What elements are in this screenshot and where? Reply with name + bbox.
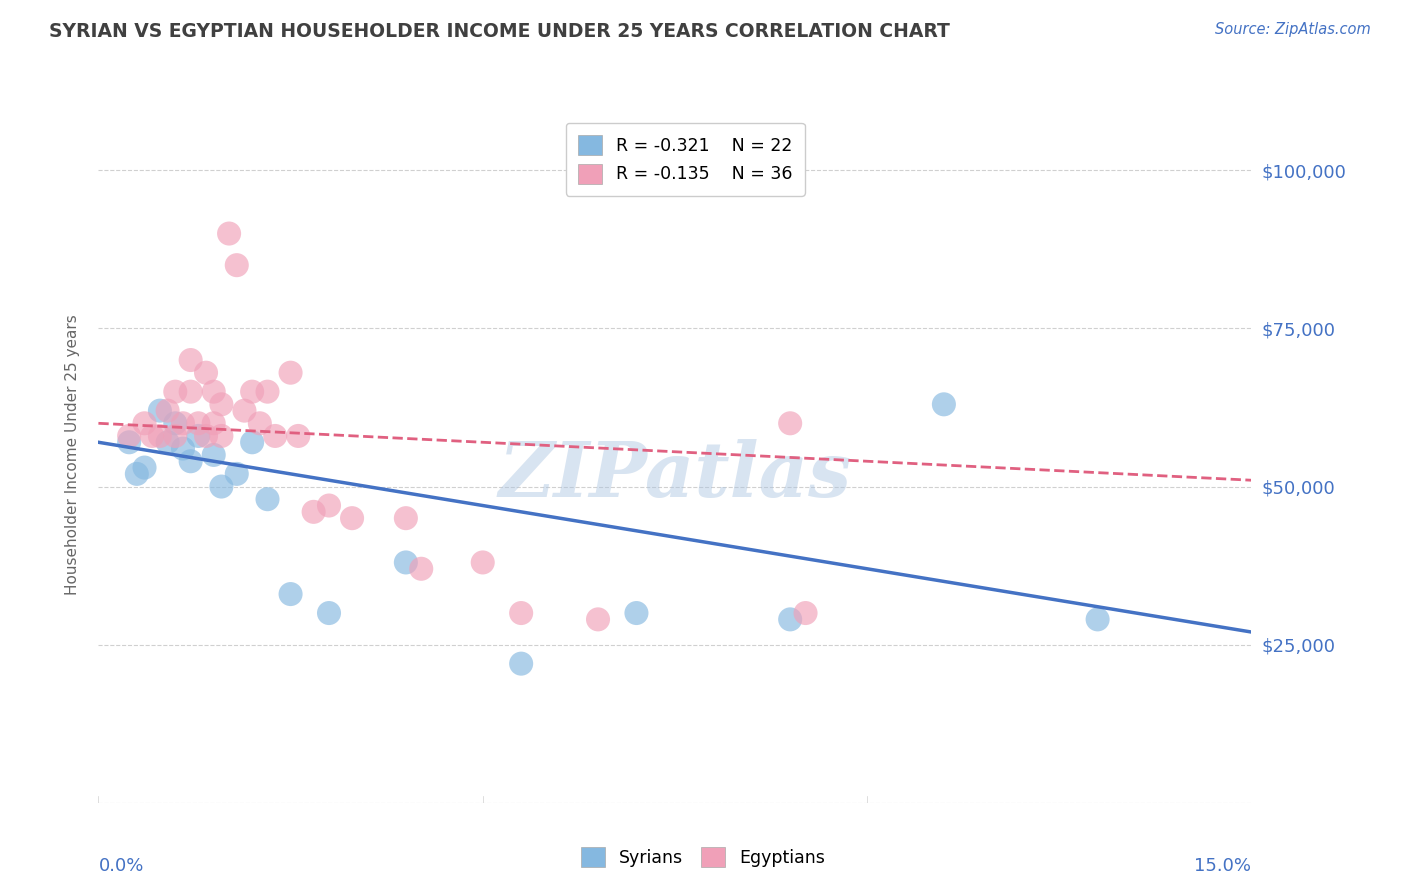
Point xyxy=(134,460,156,475)
Point xyxy=(280,587,302,601)
Point xyxy=(202,384,225,399)
Point xyxy=(165,429,187,443)
Point xyxy=(209,429,232,443)
Text: 15.0%: 15.0% xyxy=(1194,856,1251,874)
Point xyxy=(141,429,163,443)
Point xyxy=(209,397,232,411)
Point xyxy=(202,448,225,462)
Point xyxy=(180,353,202,368)
Point xyxy=(779,417,801,431)
Point xyxy=(318,606,340,620)
Point xyxy=(586,612,609,626)
Legend: Syrians, Egyptians: Syrians, Egyptians xyxy=(574,840,832,874)
Point xyxy=(340,511,363,525)
Point xyxy=(471,556,494,570)
Point xyxy=(395,556,418,570)
Point xyxy=(779,612,801,626)
Point xyxy=(280,366,302,380)
Point xyxy=(233,403,256,417)
Point xyxy=(149,403,172,417)
Point xyxy=(932,397,955,411)
Point xyxy=(264,429,287,443)
Point xyxy=(240,384,263,399)
Text: Source: ZipAtlas.com: Source: ZipAtlas.com xyxy=(1215,22,1371,37)
Text: SYRIAN VS EGYPTIAN HOUSEHOLDER INCOME UNDER 25 YEARS CORRELATION CHART: SYRIAN VS EGYPTIAN HOUSEHOLDER INCOME UN… xyxy=(49,22,950,41)
Point xyxy=(187,429,209,443)
Point xyxy=(256,492,278,507)
Text: ZIPatlas: ZIPatlas xyxy=(498,439,852,513)
Point xyxy=(626,606,648,620)
Point xyxy=(225,258,247,272)
Point xyxy=(302,505,325,519)
Point xyxy=(156,403,179,417)
Point xyxy=(794,606,817,620)
Legend: R = -0.321    N = 22, R = -0.135    N = 36: R = -0.321 N = 22, R = -0.135 N = 36 xyxy=(565,123,804,195)
Point xyxy=(180,384,202,399)
Point xyxy=(1087,612,1109,626)
Point xyxy=(149,429,172,443)
Point xyxy=(125,467,148,481)
Point xyxy=(256,384,278,399)
Point xyxy=(134,417,156,431)
Point xyxy=(156,435,179,450)
Point xyxy=(318,499,340,513)
Point xyxy=(202,417,225,431)
Point xyxy=(195,429,218,443)
Point xyxy=(195,366,218,380)
Point xyxy=(118,429,141,443)
Point xyxy=(180,454,202,468)
Point xyxy=(249,417,271,431)
Point xyxy=(165,384,187,399)
Point xyxy=(172,442,194,456)
Point xyxy=(240,435,263,450)
Point xyxy=(225,467,247,481)
Point xyxy=(510,657,533,671)
Point xyxy=(165,417,187,431)
Point xyxy=(395,511,418,525)
Point xyxy=(187,417,209,431)
Text: 0.0%: 0.0% xyxy=(98,856,143,874)
Point xyxy=(218,227,240,241)
Point xyxy=(172,417,194,431)
Y-axis label: Householder Income Under 25 years: Householder Income Under 25 years xyxy=(65,315,80,595)
Point xyxy=(287,429,309,443)
Point xyxy=(209,479,232,493)
Point xyxy=(118,435,141,450)
Point xyxy=(510,606,533,620)
Point xyxy=(411,562,433,576)
